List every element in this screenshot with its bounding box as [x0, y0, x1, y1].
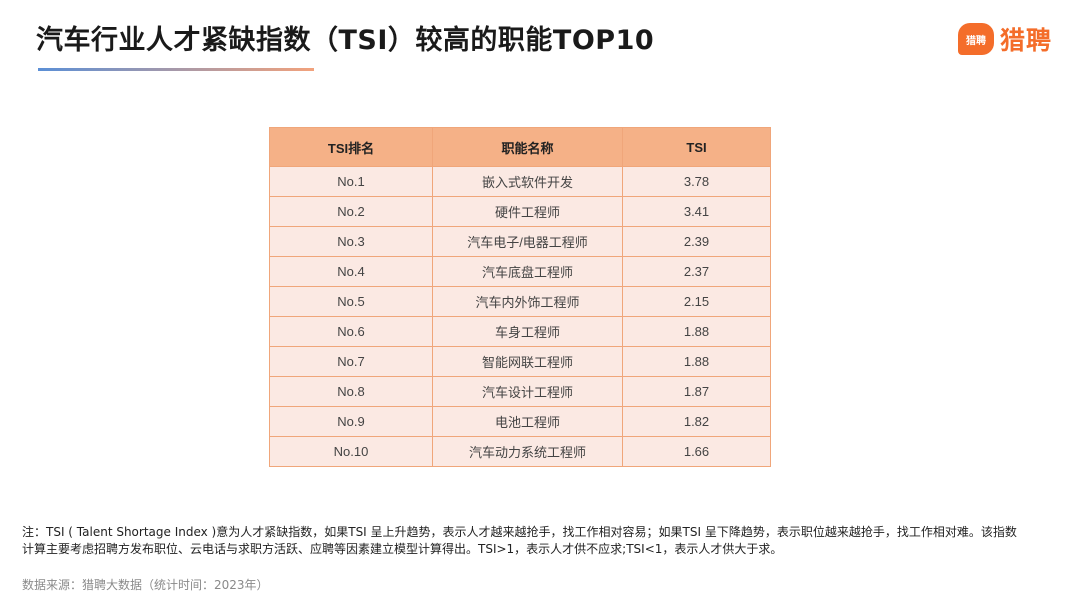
page-title: 汽车行业人才紧缺指数（TSI）较高的职能TOP10 — [36, 25, 655, 56]
cell-rank: No.2 — [269, 196, 433, 227]
cell-tsi: 1.88 — [622, 346, 771, 377]
title-underline — [38, 68, 314, 71]
table-row: No.1 嵌入式软件开发 3.78 — [269, 166, 771, 197]
cell-rank: No.8 — [269, 376, 433, 407]
cell-name: 硬件工程师 — [432, 196, 623, 227]
cell-rank: No.7 — [269, 346, 433, 377]
cell-name: 嵌入式软件开发 — [432, 166, 623, 197]
table-row: No.3 汽车电子/电器工程师 2.39 — [269, 226, 771, 257]
table-row: No.6 车身工程师 1.88 — [269, 316, 771, 347]
cell-name: 车身工程师 — [432, 316, 623, 347]
cell-tsi: 1.88 — [622, 316, 771, 347]
logo-text: 猎聘 — [1000, 26, 1053, 55]
table-row: No.2 硬件工程师 3.41 — [269, 196, 771, 227]
cell-name: 汽车内外饰工程师 — [432, 286, 623, 317]
header-tsi: TSI — [622, 127, 771, 167]
table-row: No.10 汽车动力系统工程师 1.66 — [269, 436, 771, 467]
cell-rank: No.1 — [269, 166, 433, 197]
cell-name: 电池工程师 — [432, 406, 623, 437]
cell-tsi: 3.41 — [622, 196, 771, 227]
table-row: No.4 汽车底盘工程师 2.37 — [269, 256, 771, 287]
footnote: 注：TSI ( Talent Shortage Index )意为人才紧缺指数，… — [22, 525, 1017, 556]
liepin-logo: 猎聘 猎聘 — [958, 21, 1052, 57]
table-row: No.8 汽车设计工程师 1.87 — [269, 376, 771, 407]
data-source: 数据来源：猎聘大数据（统计时间：2023年） — [22, 578, 269, 592]
tsi-table: TSI排名 职能名称 TSI No.1 嵌入式软件开发 3.78 No.2 硬件… — [269, 127, 771, 467]
cell-rank: No.9 — [269, 406, 433, 437]
cell-name: 汽车设计工程师 — [432, 376, 623, 407]
cell-tsi: 2.15 — [622, 286, 771, 317]
cell-name: 汽车动力系统工程师 — [432, 436, 623, 467]
cell-tsi: 1.87 — [622, 376, 771, 407]
cell-tsi: 1.66 — [622, 436, 771, 467]
cell-name: 智能网联工程师 — [432, 346, 623, 377]
cell-name: 汽车电子/电器工程师 — [432, 226, 623, 257]
cell-rank: No.6 — [269, 316, 433, 347]
cell-rank: No.10 — [269, 436, 433, 467]
header-name: 职能名称 — [432, 127, 623, 167]
cell-rank: No.4 — [269, 256, 433, 287]
cell-rank: No.5 — [269, 286, 433, 317]
liepin-logo-icon: 猎聘 — [958, 23, 994, 55]
table-header-row: TSI排名 职能名称 TSI — [269, 127, 771, 167]
header-rank: TSI排名 — [269, 127, 433, 167]
cell-tsi: 3.78 — [622, 166, 771, 197]
table-row: No.9 电池工程师 1.82 — [269, 406, 771, 437]
cell-rank: No.3 — [269, 226, 433, 257]
cell-tsi: 2.37 — [622, 256, 771, 287]
cell-tsi: 2.39 — [622, 226, 771, 257]
table-row: No.5 汽车内外饰工程师 2.15 — [269, 286, 771, 317]
table-row: No.7 智能网联工程师 1.88 — [269, 346, 771, 377]
cell-name: 汽车底盘工程师 — [432, 256, 623, 287]
cell-tsi: 1.82 — [622, 406, 771, 437]
